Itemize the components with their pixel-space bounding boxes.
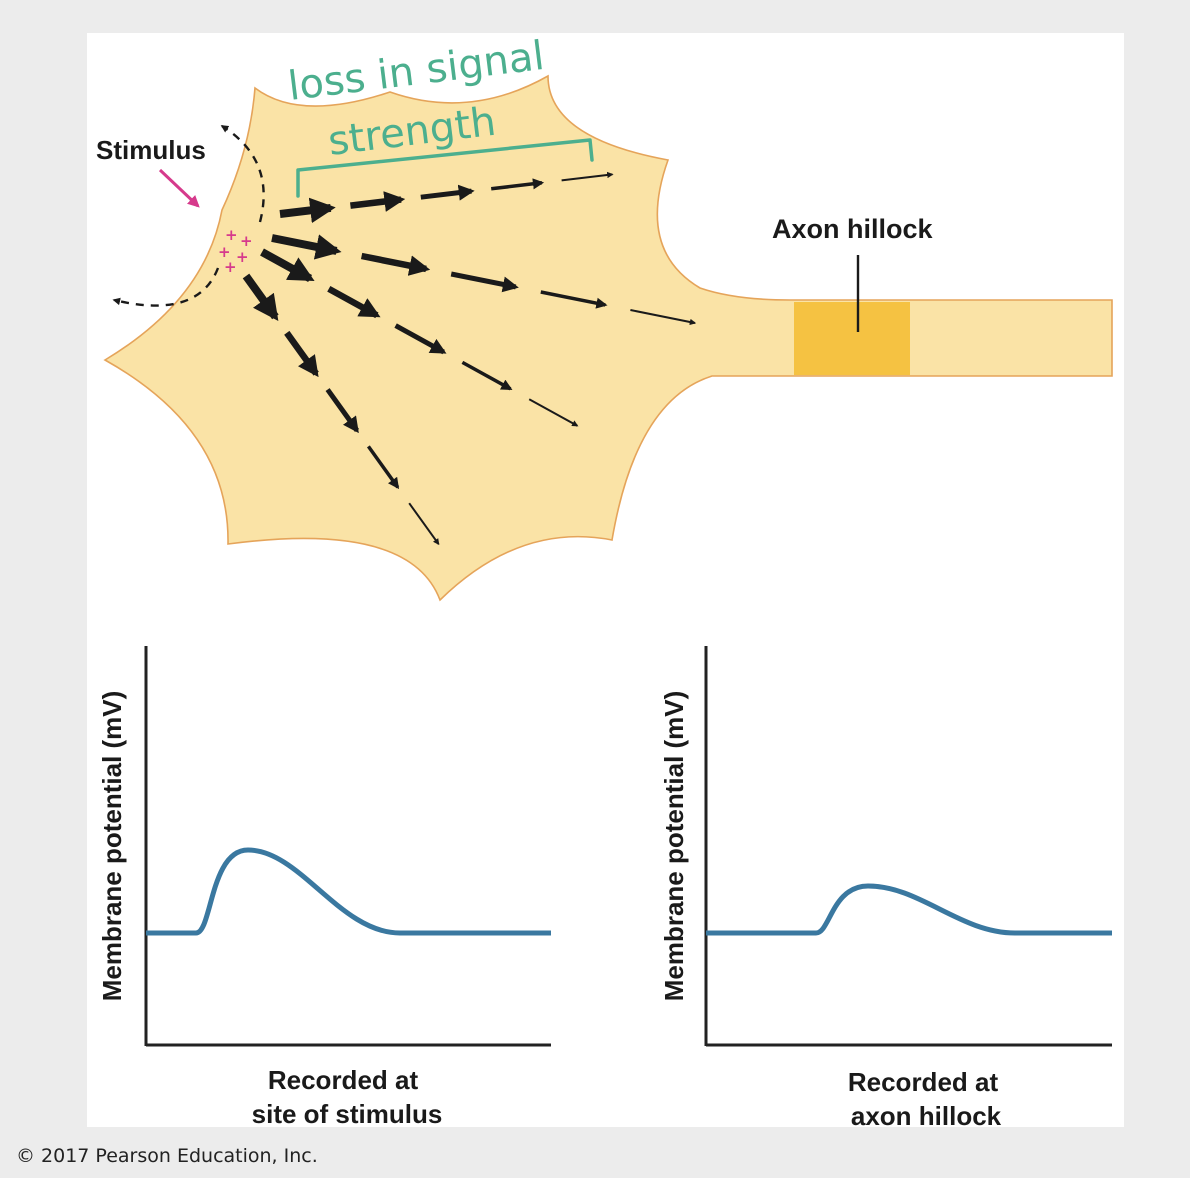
signal-arrow-segment (540, 290, 608, 309)
graph1-ylabel: Membrane potential (mV) (97, 691, 127, 1002)
signal-arrow-segment (350, 191, 406, 212)
signal-arrow-segment (528, 398, 579, 427)
copyright-notice: © 2017 Pearson Education, Inc. (16, 1145, 318, 1167)
signal-arrow-segment (561, 171, 614, 182)
signal-arrow-segment (242, 273, 279, 322)
signal-arrow-segment (420, 184, 475, 201)
signal-arrow-segment (461, 360, 513, 391)
signal-arrow-segment (366, 445, 400, 490)
graph1-caption-line1: Recorded at (268, 1065, 419, 1095)
signal-arrow-segment (490, 178, 545, 191)
svg-text:+: + (224, 258, 237, 276)
current-loop-lower (112, 267, 220, 307)
signal-arrow-segment (260, 248, 315, 282)
signal-arrow-segment (408, 502, 440, 546)
depolarization-plus-signs: + + + + + (218, 226, 253, 276)
signal-arrow-segment (327, 285, 381, 319)
stimulus-label: Stimulus (96, 135, 206, 165)
svg-text:+: + (236, 248, 249, 266)
figure-panel: Axon hillock Stimulus + + + + + loss in … (87, 33, 1124, 1131)
axon-hillock-label: Axon hillock (772, 214, 934, 244)
signal-arrow-segment (630, 309, 697, 326)
graph2-caption-line2: axon hillock (851, 1101, 1002, 1131)
annotation-bracket (296, 138, 594, 198)
graph2-caption-line1: Recorded at (848, 1067, 999, 1097)
graph1-trace (146, 847, 551, 936)
graph1-caption-line2: site of stimulus (252, 1099, 443, 1129)
signal-arrow-segment (360, 252, 431, 276)
signal-arrows (242, 171, 697, 546)
svg-text:+: + (218, 243, 231, 261)
stimulus-arrow (158, 168, 200, 208)
signal-arrow-segment (325, 388, 360, 434)
svg-text:+: + (225, 226, 238, 244)
svg-text:+: + (240, 232, 253, 250)
signal-arrow-segment (394, 323, 447, 355)
signal-arrow-segment (450, 271, 519, 293)
graph-axon-hillock: Membrane potential (mV) Recorded at axon… (659, 646, 1112, 1131)
signal-arrow-segment (279, 197, 336, 224)
signal-arrow-segment (284, 330, 319, 378)
axon-hillock-region (794, 302, 910, 375)
graph2-ylabel: Membrane potential (mV) (659, 691, 689, 1002)
graph-site-of-stimulus: Membrane potential (mV) Recorded at site… (97, 646, 551, 1129)
signal-arrow-segment (271, 234, 342, 260)
graph2-trace (706, 883, 1112, 936)
neuron-cell-body (103, 74, 1113, 602)
